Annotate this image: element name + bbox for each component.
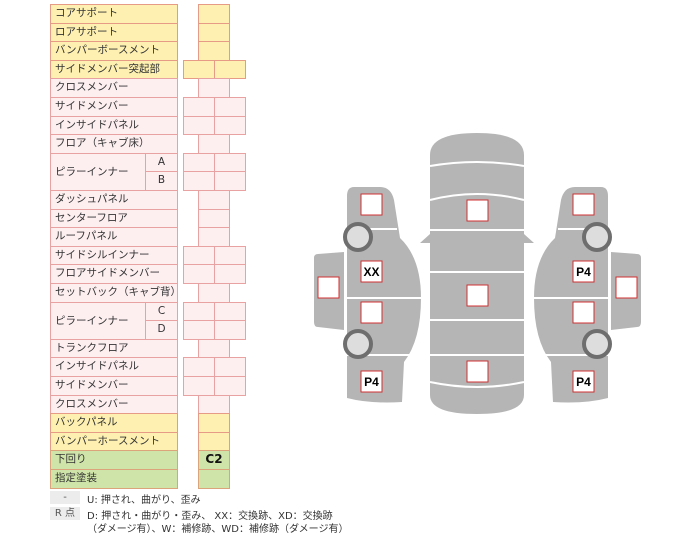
legend-key: R 点 [50,507,80,520]
mark-value: XX [363,265,379,279]
wheel-icon [582,329,612,359]
row-cell[interactable]: C2 [198,450,230,470]
row-cell[interactable] [214,59,246,80]
row-label: クロスメンバー [50,78,178,98]
mark-value: P4 [576,265,591,279]
legend-text: U: 押され、曲がり、歪み [87,495,201,506]
mark-box-right-front[interactable] [572,193,595,216]
row-cell[interactable] [214,320,246,340]
mark-box-right-rear[interactable] [572,370,595,393]
row-label: 指定塗装 [50,469,178,489]
mark-box-right-rear-door[interactable] [572,301,595,324]
center-body [430,133,524,414]
row-label: サイドメンバー [50,97,178,117]
row-sublabel: C [145,301,178,322]
legend-key: - [50,491,80,504]
side-body [347,187,421,403]
legend-text: （ダメージ有）、W：補修跡、WD：補修跡（ダメージ有） [87,524,349,535]
mark-box-center-front[interactable] [466,199,489,222]
mark-box-left-door-panel[interactable] [317,276,340,299]
row-label: センターフロア [50,208,178,229]
row-cell[interactable] [198,469,230,489]
row-label: サイドメンバー突起部 [50,59,178,80]
legend-text: D: 押され・曲がり・歪み、 XX：交換跡、XD：交換跡 [87,511,333,522]
row-sublabel: A [145,152,178,173]
row-cell[interactable] [214,376,246,396]
row-cell[interactable] [214,171,246,191]
mark-box-left-front[interactable] [360,193,383,216]
mark-box-center-middle[interactable] [466,284,489,307]
wheel-icon [343,222,373,252]
wheel-icon [582,222,612,252]
mark-box-left-front-door[interactable] [360,260,383,283]
mark-box-center-rear[interactable] [466,360,489,383]
mark-value: P4 [364,375,379,389]
mark-box-left-rear[interactable] [360,370,383,393]
mark-box-left-rear-door[interactable] [360,301,383,324]
row-label: インサイドパネル [50,115,178,136]
row-label: バンパーボースメント [50,41,178,61]
row-label: フロア（キャブ床） [50,134,178,154]
row-cell[interactable] [214,264,246,284]
row-label: クロスメンバー [50,394,178,415]
row-label: バックパネル [50,413,178,433]
mark-box-right-door-panel[interactable] [615,276,638,299]
row-label: バンパーホースメント [50,431,178,452]
row-cell[interactable] [214,115,246,136]
row-label: サイドシルインナー [50,245,178,266]
wheel-icon [343,329,373,359]
mark-value: P4 [576,375,591,389]
mark-box-right-front-door[interactable] [572,260,595,283]
row-label: フロアサイドメンバー [50,264,178,284]
